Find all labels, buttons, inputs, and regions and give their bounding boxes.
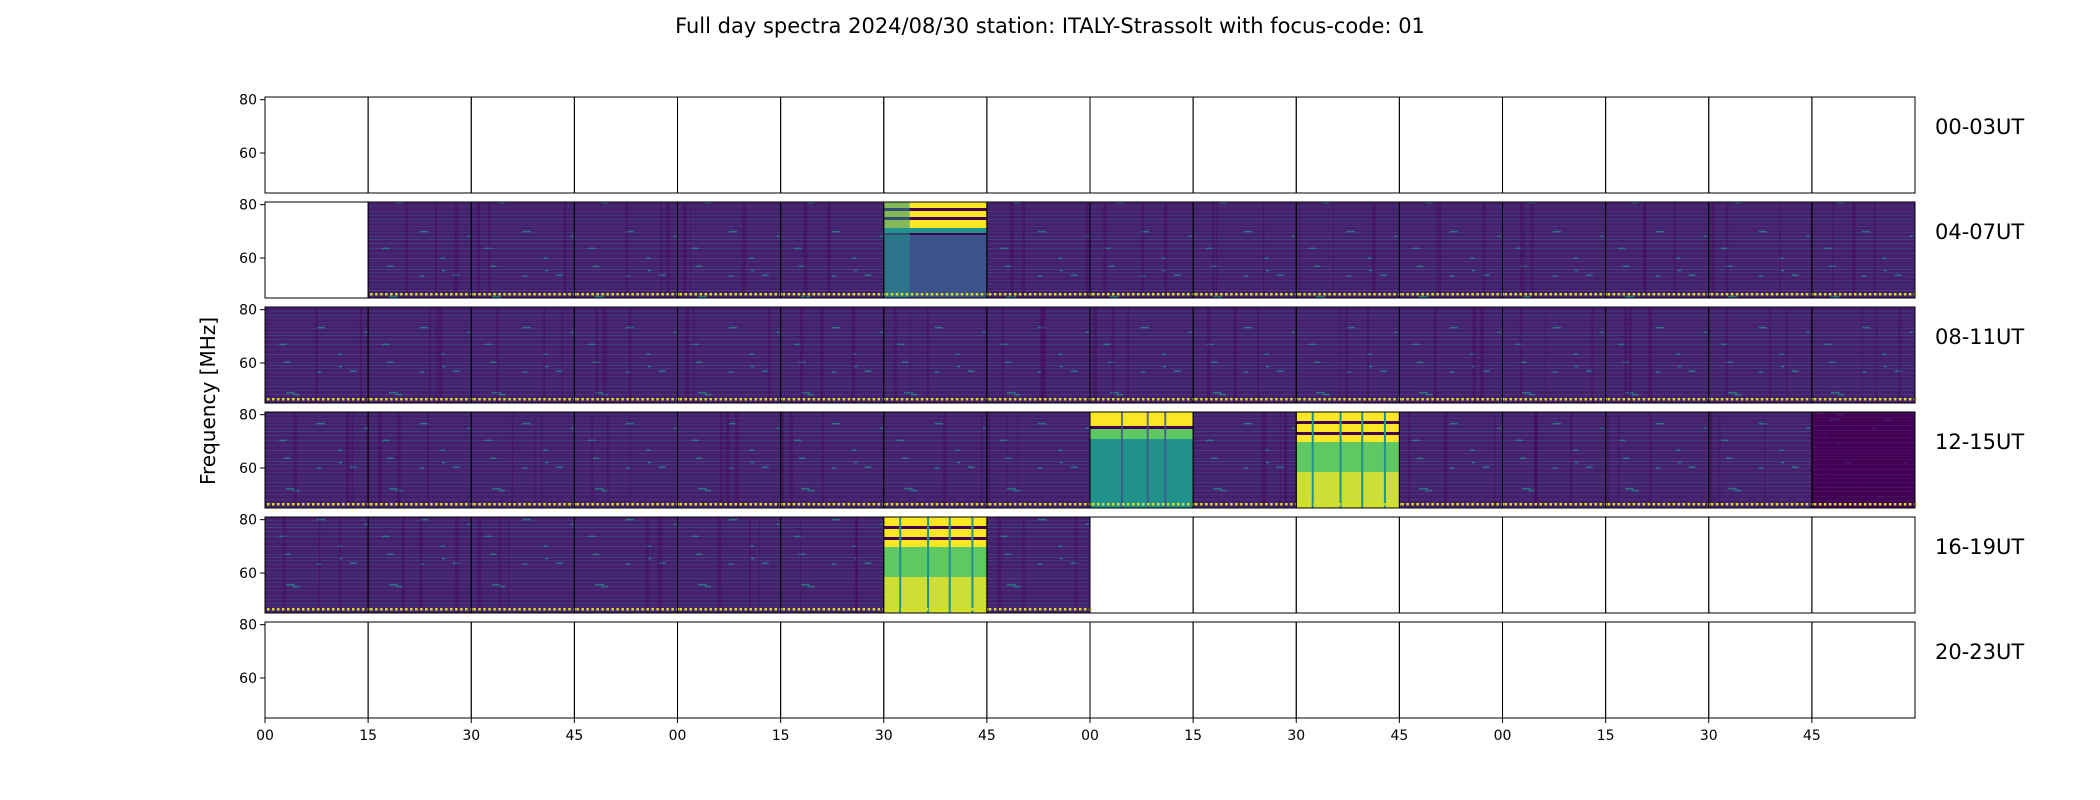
y-tick-label: 80 [239, 303, 257, 319]
spectra-row: 60 80 08-11UT [239, 303, 2024, 404]
row-time-label: 20-23UT [1935, 640, 2024, 664]
x-tick-label: 30 [1287, 728, 1305, 744]
y-tick-label: 80 [239, 93, 257, 109]
spectra-row: 60 80 12-15UT [239, 408, 2024, 509]
x-tick-label: 00 [1081, 728, 1099, 744]
x-tick-label: 45 [565, 728, 583, 744]
spectra-row: 60 80 04-07UT [239, 198, 2024, 299]
y-axis-label: Frequency [MHz] [196, 317, 220, 485]
row-time-label: 12-15UT [1935, 430, 2024, 454]
y-tick-label: 60 [239, 671, 257, 687]
x-tick-label: 00 [1494, 728, 1512, 744]
x-tick-label: 45 [978, 728, 996, 744]
y-tick-label: 60 [239, 356, 257, 372]
x-tick-label: 15 [1597, 728, 1615, 744]
y-tick-label: 80 [239, 198, 257, 214]
x-tick-label: 45 [1390, 728, 1408, 744]
x-tick-label: 30 [462, 728, 480, 744]
x-axis-ticks: 00 15 30 45 00 15 30 45 00 15 30 45 00 15 30 45 [256, 718, 1821, 744]
row-time-label: 16-19UT [1935, 535, 2024, 559]
x-tick-label: 15 [359, 728, 377, 744]
spectra-row: 60 80 00-03UT [239, 93, 2024, 194]
row-time-label: 08-11UT [1935, 325, 2024, 349]
x-tick-label: 15 [1184, 728, 1202, 744]
y-tick-label: 80 [239, 618, 257, 634]
x-tick-label: 00 [669, 728, 687, 744]
row-time-label: 04-07UT [1935, 220, 2024, 244]
chart-title: Full day spectra 2024/08/30 station: ITA… [675, 14, 1425, 38]
y-tick-label: 80 [239, 408, 257, 424]
x-tick-label: 30 [1700, 728, 1718, 744]
y-tick-label: 60 [239, 461, 257, 477]
y-tick-label: 60 [239, 566, 257, 582]
y-tick-label: 80 [239, 513, 257, 529]
y-tick-label: 60 [239, 146, 257, 162]
spectra-grid: 60 80 00-03UT 60 80 04-07UT 60 80 08-11UT 60 80 12-… [239, 93, 2024, 719]
y-tick-label: 60 [239, 251, 257, 267]
x-tick-label: 30 [875, 728, 893, 744]
x-tick-label: 00 [256, 728, 274, 744]
spectra-row: 60 80 16-19UT [239, 513, 2024, 614]
x-tick-label: 45 [1803, 728, 1821, 744]
x-tick-label: 15 [772, 728, 790, 744]
spectra-row: 60 80 20-23UT [239, 618, 2024, 719]
row-time-label: 00-03UT [1935, 115, 2024, 139]
